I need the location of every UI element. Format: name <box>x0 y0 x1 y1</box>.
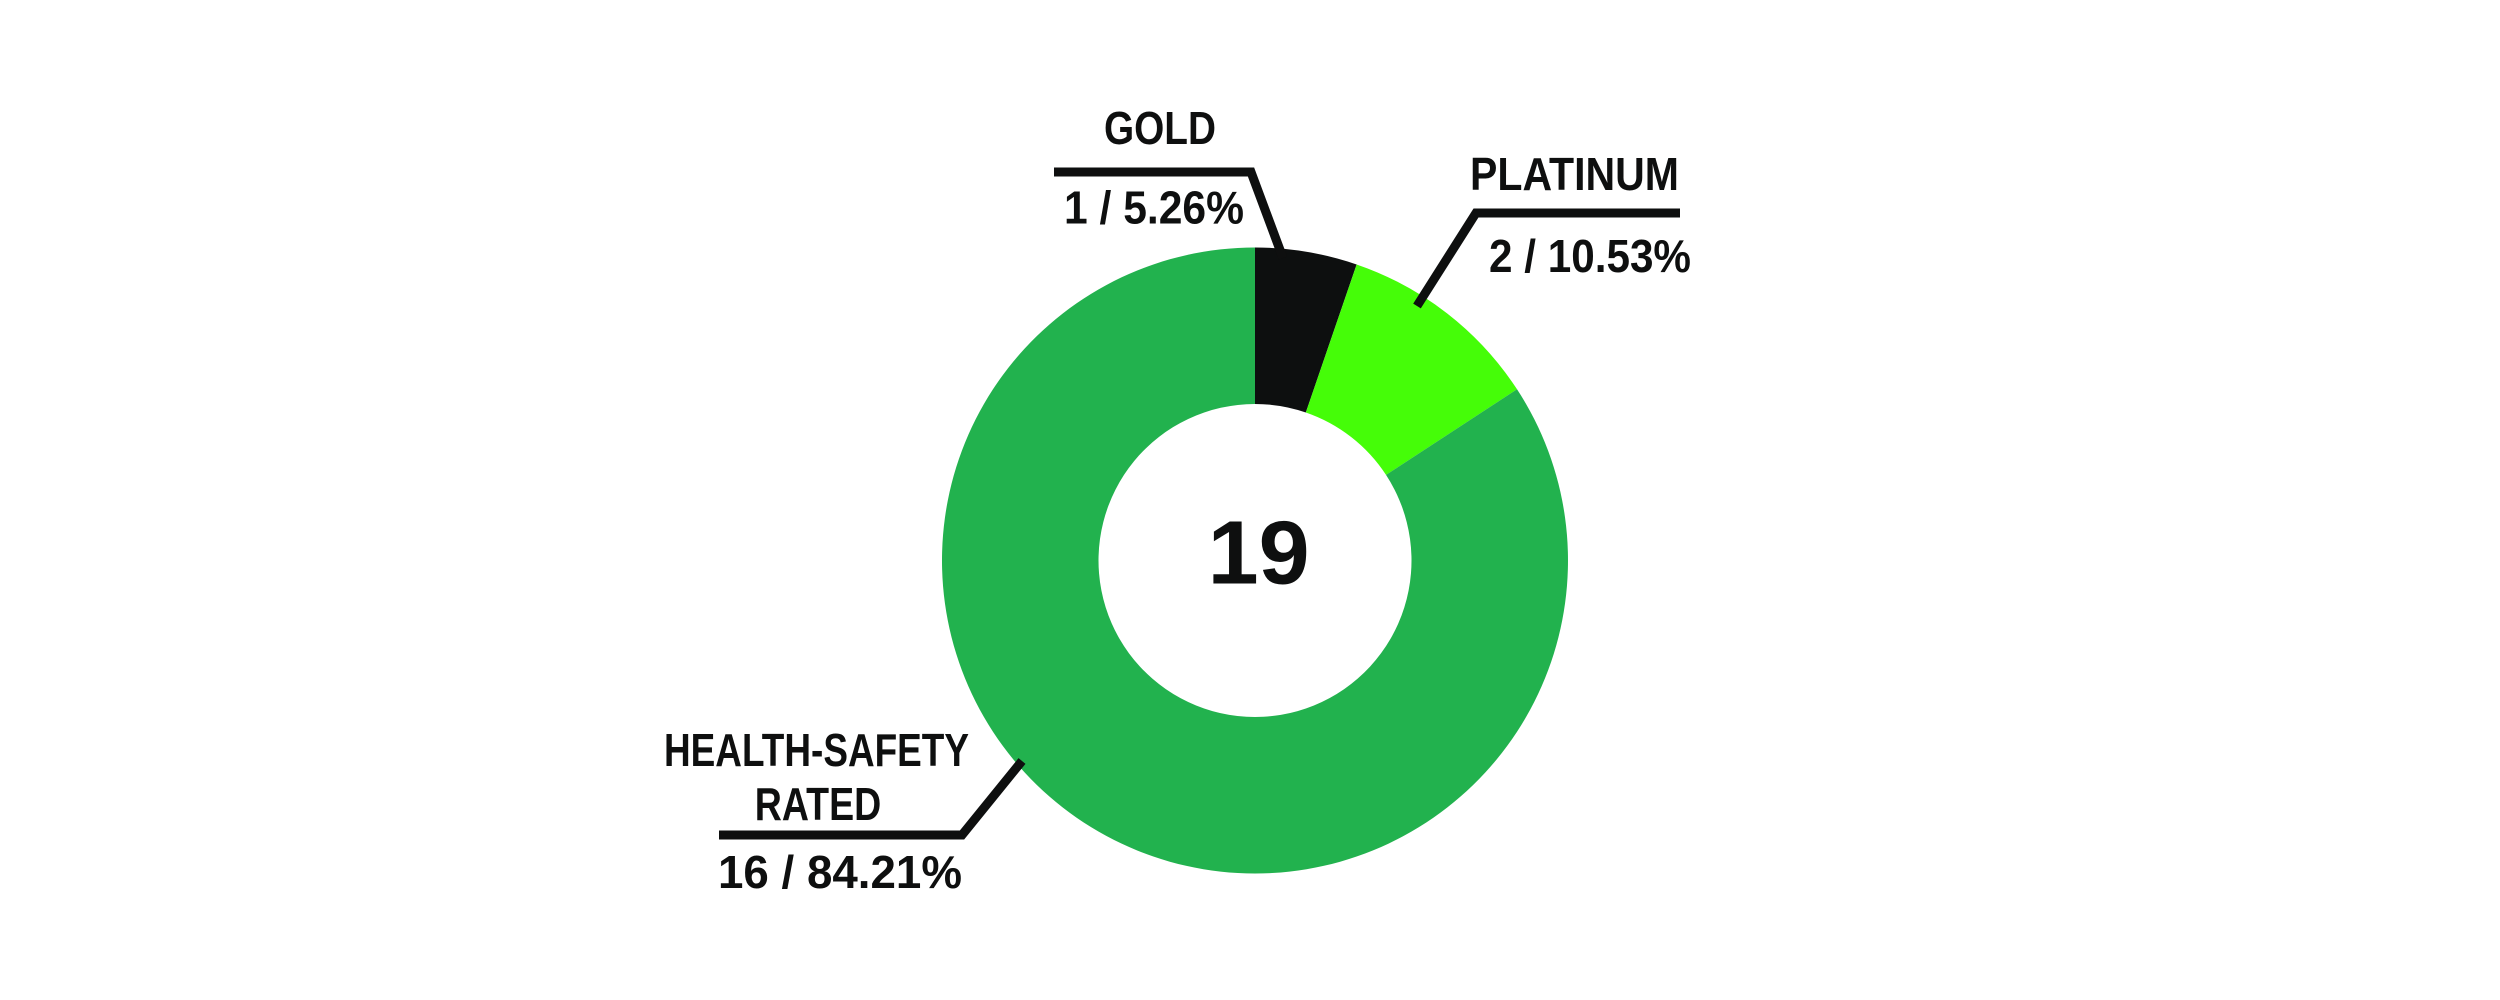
svg-text:2 / 10.53%: 2 / 10.53% <box>1489 230 1691 282</box>
svg-text:PLATINUM: PLATINUM <box>1470 148 1679 200</box>
svg-text:19: 19 <box>1208 504 1310 604</box>
svg-text:GOLD: GOLD <box>1104 102 1216 154</box>
svg-text:HEALTH-SAFETY: HEALTH-SAFETY <box>664 724 969 776</box>
svg-text:16 / 84.21%: 16 / 84.21% <box>718 846 962 898</box>
svg-text:1 / 5.26%: 1 / 5.26% <box>1064 182 1244 234</box>
svg-text:RATED: RATED <box>755 778 882 830</box>
